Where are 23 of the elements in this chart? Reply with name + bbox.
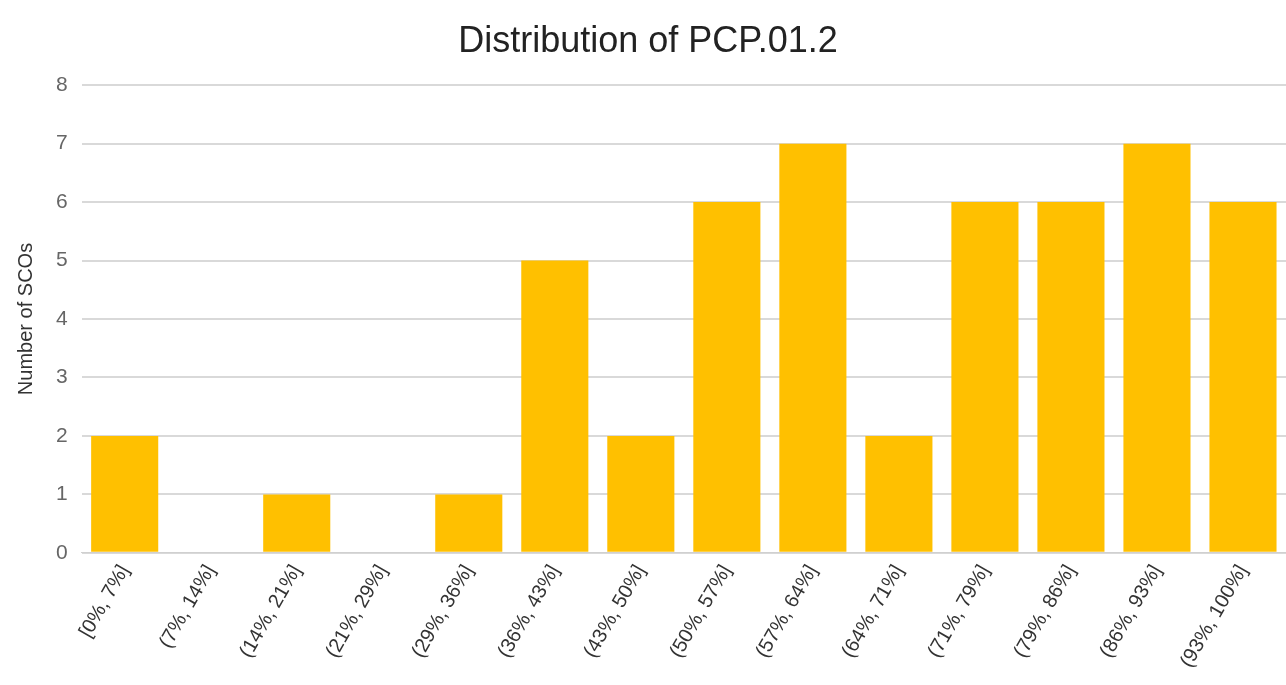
y-tick-label: 2 <box>55 422 68 446</box>
bar <box>435 494 503 552</box>
y-tick-label: 7 <box>55 130 68 154</box>
y-axis-title: Number of SCOs <box>13 242 36 396</box>
bar <box>1123 143 1191 552</box>
bar <box>607 435 675 552</box>
y-tick-label: 0 <box>55 539 68 563</box>
bar <box>521 260 589 552</box>
bar <box>1037 202 1105 552</box>
bar <box>693 202 761 552</box>
y-tick-label: 8 <box>55 72 68 95</box>
bar <box>779 143 847 552</box>
y-tick-label: 4 <box>55 305 68 329</box>
y-tick-label: 6 <box>55 188 68 212</box>
bar <box>263 494 331 552</box>
chart-title: Distribution of PCP.01.2 <box>458 18 838 60</box>
bar <box>951 202 1019 552</box>
y-tick-label: 3 <box>55 364 68 388</box>
y-tick-label: 5 <box>55 247 68 271</box>
bar <box>1209 202 1277 552</box>
y-tick-label: 1 <box>55 481 68 505</box>
bar <box>91 435 159 552</box>
bar <box>865 435 933 552</box>
